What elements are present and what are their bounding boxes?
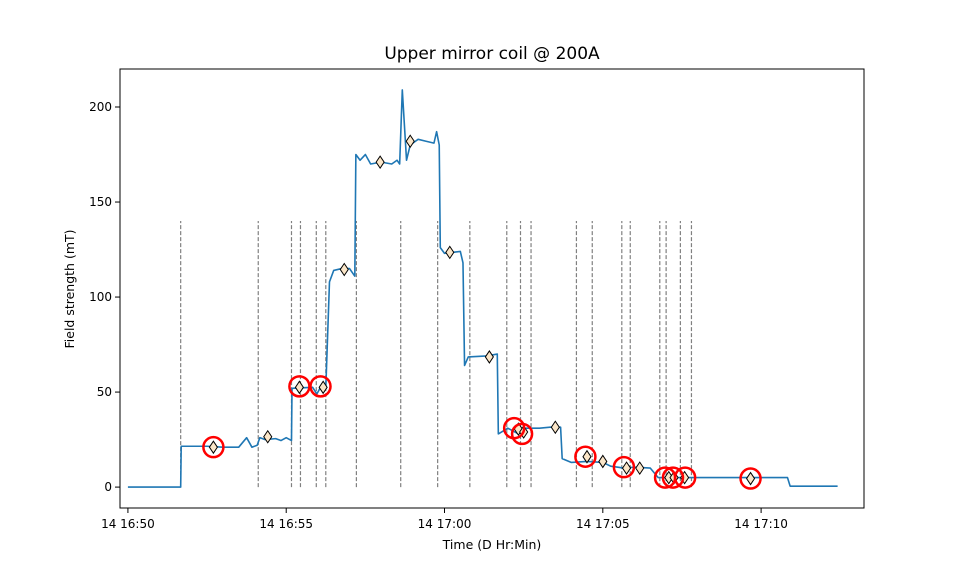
- diamond-marker: [582, 449, 592, 464]
- series-line: [127, 89, 838, 488]
- x-tick-label: 14 16:55: [259, 517, 313, 531]
- plot-frame: [119, 68, 865, 509]
- diamond-marker: [445, 245, 455, 260]
- chart-title: Upper mirror coil @ 200A: [384, 44, 600, 64]
- diamond-marker: [263, 429, 273, 444]
- x-tick-label: 14 16:50: [101, 517, 155, 531]
- y-axis-label: Field strength (mT): [62, 229, 77, 348]
- diamond-marker: [208, 440, 218, 455]
- y-tick-label: 50: [97, 385, 112, 399]
- vline-group: [180, 221, 693, 488]
- highlight-circle: [673, 466, 697, 489]
- diamond-marker: [598, 454, 608, 469]
- diamond-marker: [621, 461, 632, 475]
- diamond-marker: [318, 380, 328, 395]
- highlight-circle: [202, 435, 225, 459]
- diamond-marker: [294, 380, 305, 395]
- x-tick-label: 14 17:10: [734, 517, 788, 531]
- highlight-circle: [739, 467, 762, 490]
- y-tick-label: 0: [104, 480, 112, 494]
- diamond-marker: [550, 420, 560, 435]
- highlight-circle: [612, 455, 636, 479]
- y-axis: 0 50 100 150 200: [89, 100, 120, 494]
- diamond-marker: [375, 155, 385, 170]
- y-tick-label: 150: [89, 195, 112, 209]
- y-tick-label: 200: [89, 100, 112, 114]
- highlight-circle: [661, 466, 685, 489]
- diamond-marker: [745, 471, 756, 486]
- highlight-circle: [574, 445, 597, 468]
- x-axis-label: Time (D Hr:Min): [442, 537, 542, 552]
- x-tick-label: 14 17:00: [418, 517, 472, 531]
- highlight-circle: [309, 375, 332, 398]
- circle-group: [202, 375, 762, 490]
- diamond-marker: [635, 461, 645, 475]
- highlight-circle: [510, 422, 534, 446]
- series-group: [127, 89, 838, 488]
- diamond-marker: [405, 134, 415, 149]
- x-axis: 14 16:50 14 16:55 14 17:00 14 17:05 14 17:10: [101, 508, 788, 531]
- x-tick-label: 14 17:05: [576, 517, 630, 531]
- diamond-marker: [339, 262, 349, 277]
- y-tick-label: 100: [89, 290, 112, 304]
- diamond-marker: [484, 350, 494, 364]
